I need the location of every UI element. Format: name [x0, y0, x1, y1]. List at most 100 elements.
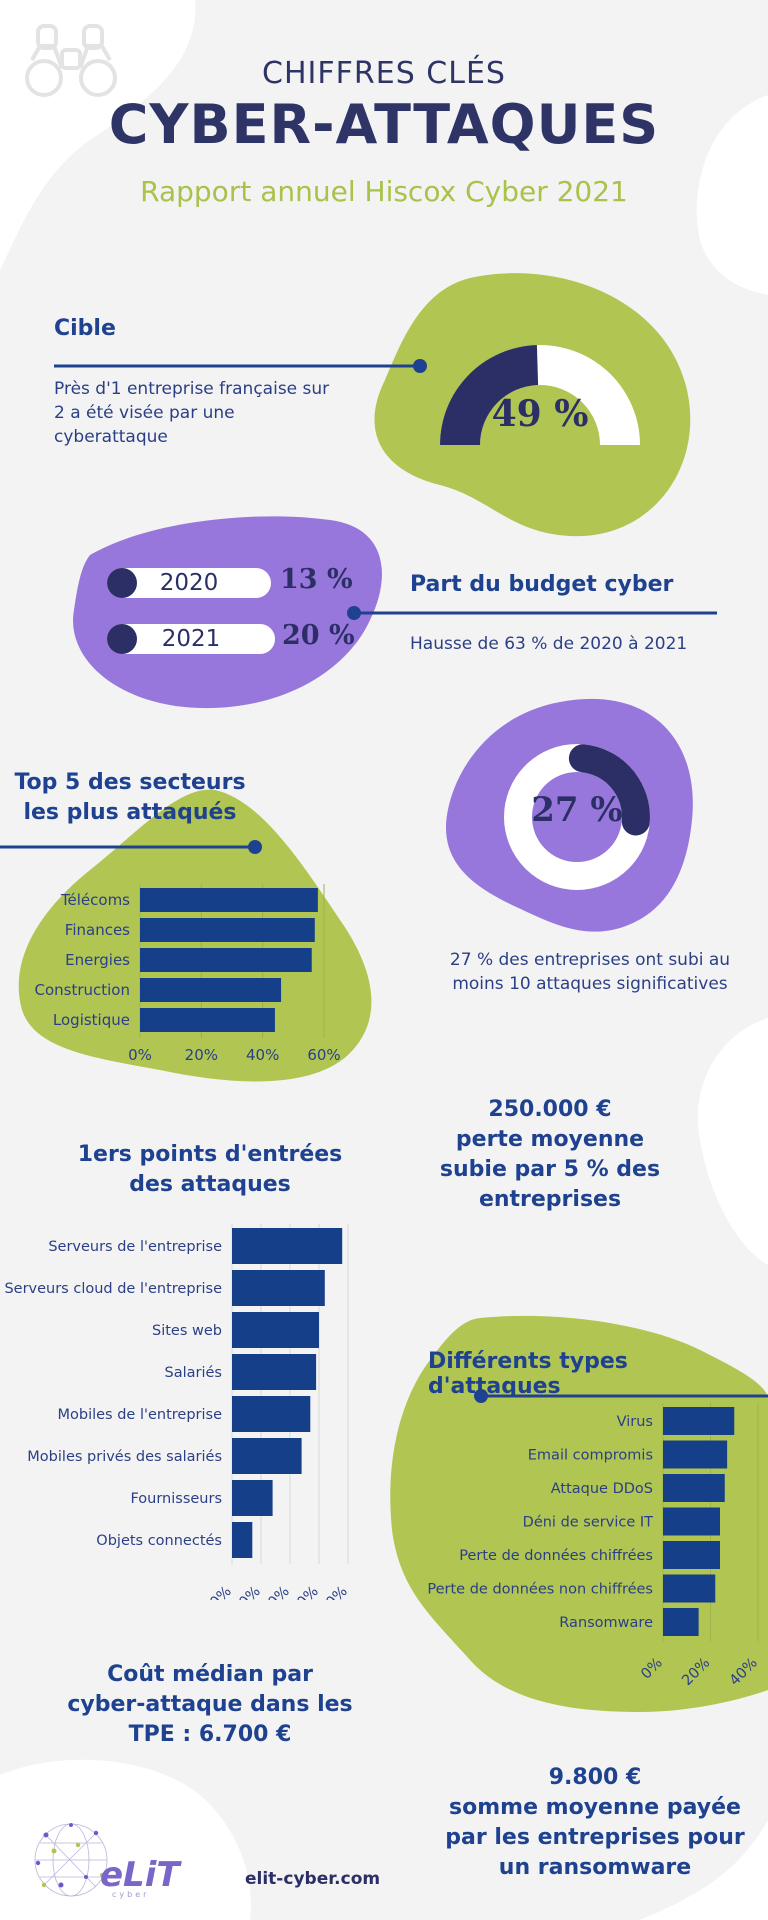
- budget-value: 13 %: [280, 564, 353, 595]
- category-label: Déni de service IT: [523, 1515, 653, 1531]
- chart-entrees-title: 1ers points d'entrées des attaques: [60, 1140, 360, 1200]
- chart-secteurs-title: Top 5 des secteurs les plus attaqués: [0, 768, 260, 828]
- bullet-dot: [107, 568, 137, 598]
- tick-label: 60%: [307, 1046, 340, 1064]
- cout-stat-line: Coût médian par: [107, 1662, 313, 1687]
- cible-text-line: cyberattaque: [54, 427, 168, 447]
- corner-blob-bottom-right: [640, 1820, 768, 1920]
- tick-label: 10%: [230, 1584, 264, 1600]
- bullet-dot: [107, 624, 137, 654]
- bar: [663, 1507, 720, 1536]
- budget-text: Hausse de 63 % de 2020 à 2021: [410, 634, 688, 654]
- bar: [232, 1396, 311, 1432]
- chart-title-line: des attaques: [129, 1172, 291, 1197]
- category-label: Virus: [617, 1414, 653, 1430]
- bar: [140, 948, 312, 972]
- cible-value-label: 49 %: [491, 393, 589, 435]
- chart-secteurs: Télécoms Finances Energies Construction Logi…: [34, 884, 341, 1064]
- budget-value: 20 %: [282, 620, 355, 651]
- category-label: Email compromis: [528, 1448, 653, 1464]
- perte-stat-line: 250.000 €: [488, 1097, 612, 1122]
- cible-text-line: 2 a été visée par une: [54, 403, 235, 423]
- perte-stat-line: subie par 5 % des: [439, 1157, 661, 1182]
- bar: [140, 1008, 275, 1032]
- blob-purple-27: [445, 698, 693, 932]
- cible-connector-line: [54, 359, 427, 373]
- cible-text-line: Près d'1 entreprise française sur: [54, 379, 330, 399]
- chart-entrees: Serveurs de l'entreprise Serveurs cloud d…: [4, 1224, 351, 1600]
- corner-blob-bottom-left: [0, 1759, 251, 1920]
- category-label: Salariés: [165, 1365, 222, 1381]
- tick-label: 0%: [128, 1046, 152, 1064]
- corner-blob-mid-right: [697, 1018, 768, 1265]
- category-label: Serveurs de l'entreprise: [48, 1239, 222, 1255]
- corner-blob-top-right: [696, 95, 768, 295]
- ransom-stat: 9.800 € somme moyenne payée par les entr…: [430, 1763, 760, 1883]
- attaques10-text: 27 % des entreprises ont subi au moins 1…: [430, 948, 750, 996]
- budget-row-2021: 2021: [107, 624, 275, 654]
- bar: [232, 1312, 319, 1348]
- budget-title: Part du budget cyber: [410, 572, 674, 597]
- gauge-fill: [440, 345, 539, 445]
- header-subtitle: Rapport annuel Hiscox Cyber 2021: [140, 175, 628, 208]
- attaques10-text-line: 27 % des entreprises ont subi au: [449, 950, 731, 970]
- cout-stat: Coût médian par cyber-attaque dans les T…: [50, 1660, 370, 1750]
- cible-text: Près d'1 entreprise française sur 2 a ét…: [54, 377, 354, 449]
- header-title: CYBER-ATTAQUES: [108, 93, 660, 156]
- logo-globe-icon: [34, 1823, 108, 1897]
- logo-subtext: cyber: [112, 1890, 150, 1899]
- tick-label: 0%: [638, 1655, 666, 1683]
- bar: [663, 1474, 725, 1502]
- bar: [140, 918, 315, 942]
- category-label: Attaque DDoS: [551, 1481, 653, 1497]
- chart-title-line: 1ers points d'entrées: [77, 1142, 343, 1167]
- tick-label: 20%: [679, 1655, 713, 1685]
- logo-text: eLiT: [100, 1855, 180, 1895]
- bar: [232, 1522, 253, 1558]
- blob-green-cible: [374, 273, 691, 537]
- category-label: Perte de données chiffrées: [459, 1548, 653, 1564]
- attaques10-donut: [504, 744, 650, 890]
- category-label: Sites web: [152, 1323, 222, 1339]
- cible-gauge: [440, 345, 640, 445]
- ransom-stat-line: 9.800 €: [548, 1765, 642, 1790]
- bar: [232, 1270, 325, 1306]
- tick-label: 20%: [185, 1046, 218, 1064]
- binoculars-icon: [25, 24, 117, 97]
- bar: [232, 1354, 317, 1390]
- chart-title-line: Top 5 des secteurs: [14, 770, 246, 795]
- tick-label: 40%: [246, 1046, 279, 1064]
- cout-stat-line: TPE : 6.700 €: [128, 1722, 292, 1747]
- category-label: Perte de données non chiffrées: [427, 1582, 653, 1598]
- category-label: Serveurs cloud de l'entreprise: [4, 1281, 222, 1297]
- category-label: Logistique: [53, 1011, 130, 1029]
- tick-label: 0%: [207, 1584, 235, 1600]
- attaques10-value-label: 27 %: [531, 790, 623, 830]
- budget-connector-line: [347, 606, 717, 620]
- category-label: Finances: [65, 921, 130, 939]
- tick-label: 30%: [288, 1584, 322, 1600]
- corner-blob-top-left: [0, 0, 196, 270]
- website-link[interactable]: elit-cyber.com: [245, 1869, 381, 1889]
- category-label: Objets connectés: [96, 1533, 222, 1549]
- bar: [232, 1480, 273, 1516]
- budget-year: 2020: [159, 570, 219, 596]
- header-supertitle: CHIFFRES CLÉS: [262, 56, 506, 91]
- bar: [232, 1228, 343, 1264]
- category-label: Energies: [65, 951, 130, 969]
- ransom-stat-line: un ransomware: [498, 1855, 692, 1880]
- cout-stat-line: cyber-attaque dans les: [67, 1692, 353, 1717]
- perte-stat-line: entreprises: [478, 1187, 622, 1212]
- bar: [663, 1440, 728, 1469]
- bar: [663, 1574, 716, 1603]
- budget-year: 2021: [161, 626, 221, 652]
- types-connector-line: [474, 1389, 768, 1403]
- bar: [663, 1608, 699, 1636]
- bar: [232, 1438, 302, 1474]
- chart-title-line: les plus attaqués: [23, 800, 237, 825]
- ransom-stat-line: par les entreprises pour: [445, 1825, 745, 1850]
- tick-label: 40%: [317, 1584, 351, 1600]
- budget-row-2020: 2020: [107, 568, 271, 598]
- cible-title: Cible: [54, 316, 116, 341]
- perte-stat-line: perte moyenne: [455, 1127, 645, 1152]
